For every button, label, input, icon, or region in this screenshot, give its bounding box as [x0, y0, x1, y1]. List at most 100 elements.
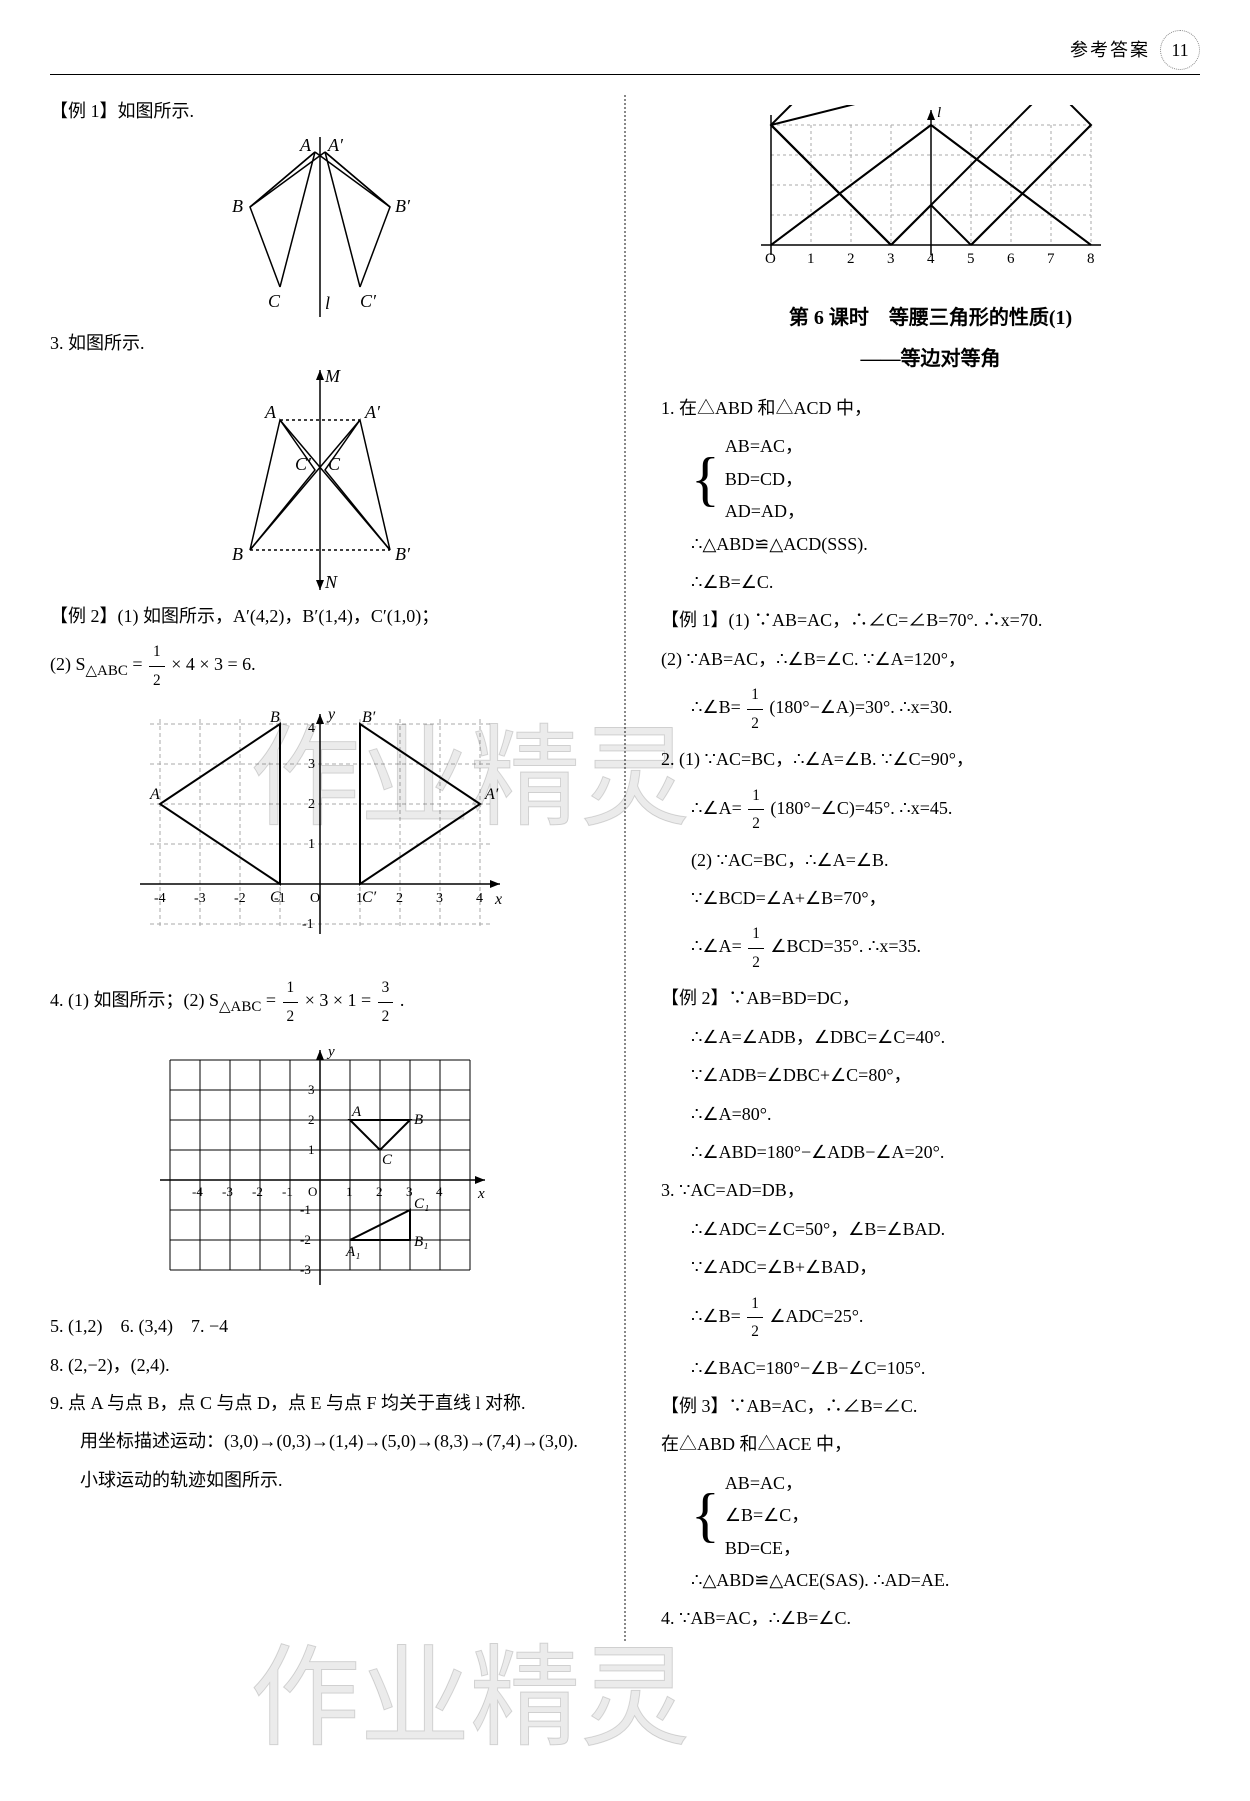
p9a: 9. 点 A 与点 B，点 C 与点 D，点 E 与点 F 均关于直线 l 对称… — [50, 1387, 589, 1419]
q1-c2: ∴∠B=∠C. — [661, 566, 1200, 598]
svg-text:C: C — [268, 291, 281, 311]
ex2-1: 【例 2】∵AB=BD=DC， — [661, 982, 1200, 1014]
svg-text:2: 2 — [847, 251, 855, 267]
q1-head: 1. 在△ABD 和△ACD 中， — [661, 392, 1200, 424]
q3-3: ∵∠ADC=∠B+∠BAD， — [661, 1251, 1200, 1283]
svg-text:-3: -3 — [222, 1184, 233, 1199]
svg-text:-3: -3 — [300, 1262, 311, 1277]
svg-text:A: A — [264, 402, 277, 422]
svg-text:-1: -1 — [302, 917, 314, 932]
q1-brace: { AB=AC， BD=CD， AD=AD， — [691, 430, 1200, 527]
p4: 4. (1) 如图所示；(2) S△ABC = 12 × 3 × 1 = 32 … — [50, 974, 589, 1030]
ex2-line1: 【例 2】(1) 如图所示，A′(4,2)，B′(1,4)，C′(1,0)； — [50, 600, 589, 632]
section-subtitle: ——等边对等角 — [661, 341, 1200, 377]
svg-text:2: 2 — [376, 1184, 383, 1199]
svg-text:C′: C′ — [360, 291, 377, 311]
svg-text:O: O — [765, 251, 776, 267]
svg-text:-4: -4 — [192, 1184, 203, 1199]
svg-text:1: 1 — [356, 891, 363, 906]
svg-text:3: 3 — [308, 1082, 315, 1097]
svg-text:B: B — [270, 709, 280, 726]
svg-text:2: 2 — [308, 797, 315, 812]
svg-text:y: y — [326, 706, 336, 723]
svg-text:7: 7 — [1047, 251, 1055, 267]
column-divider — [624, 95, 626, 1641]
svg-text:l: l — [937, 105, 941, 121]
svg-text:B: B — [414, 1112, 423, 1128]
svg-text:6: 6 — [1007, 251, 1015, 267]
ex2-3: ∵∠ADB=∠DBC+∠C=80°， — [661, 1059, 1200, 1091]
svg-text:A′: A′ — [364, 402, 381, 422]
q2-2: ∴∠A= 12 (180°−∠C)=45°. ∴x=45. — [661, 782, 1200, 838]
q2-3: (2) ∵AC=BC，∴∠A=∠B. — [661, 844, 1200, 876]
q3-1: 3. ∵AC=AD=DB， — [661, 1174, 1200, 1206]
ex1-3: ∴∠B= 12 (180°−∠A)=30°. ∴x=30. — [661, 681, 1200, 737]
ex2-4: ∴∠A=80°. — [661, 1098, 1200, 1130]
figure-4: A B C A₁ B₁ C₁ x y -4 -3 -2 -1 O 1 2 — [50, 1040, 589, 1300]
svg-text:3: 3 — [887, 251, 895, 267]
svg-text:-1: -1 — [300, 1202, 311, 1217]
left-column: 【例 1】如图所示. A A′ B — [50, 95, 589, 1641]
svg-text:C: C — [382, 1152, 393, 1168]
header-title: 参考答案 — [1070, 34, 1150, 66]
svg-text:1: 1 — [308, 1142, 315, 1157]
svg-text:-4: -4 — [154, 891, 166, 906]
svg-text:-2: -2 — [300, 1232, 311, 1247]
svg-text:l: l — [325, 293, 330, 313]
ex1-label: 【例 1】如图所示. — [50, 95, 589, 127]
q3-4: ∴∠B= 12 ∠ADC=25°. — [661, 1290, 1200, 1346]
q2-4: ∵∠BCD=∠A+∠B=70°， — [661, 882, 1200, 914]
ex3-c: ∴△ABD≌△ACE(SAS). ∴AD=AE. — [661, 1564, 1200, 1596]
page-number: 11 — [1160, 30, 1200, 70]
svg-text:1: 1 — [807, 251, 815, 267]
section-title: 第 6 课时 等腰三角形的性质(1) — [661, 300, 1200, 336]
svg-text:2: 2 — [396, 891, 403, 906]
svg-text:A: A — [351, 1104, 362, 1120]
svg-text:O: O — [310, 891, 320, 906]
svg-text:8: 8 — [1087, 251, 1095, 267]
svg-text:A₁: A₁ — [345, 1244, 360, 1260]
svg-text:-1: -1 — [274, 891, 286, 906]
figure-5: O 1 2 3 4 5 6 7 8 l — [661, 105, 1200, 285]
svg-text:3: 3 — [436, 891, 443, 906]
svg-text:B₁: B₁ — [414, 1234, 428, 1250]
svg-text:O: O — [308, 1184, 317, 1199]
q2-5: ∴∠A= 12 ∠BCD=35°. ∴x=35. — [661, 920, 1200, 976]
svg-text:B′: B′ — [362, 709, 376, 726]
svg-text:3: 3 — [308, 757, 315, 772]
right-column: O 1 2 3 4 5 6 7 8 l 第 6 课时 等腰三角形的性质(1) —… — [661, 95, 1200, 1641]
p9b: 用坐标描述运动：(3,0)→(0,3)→(1,4)→(5,0)→(8,3)→(7… — [50, 1425, 589, 1457]
ex1-2: (2) ∵AB=AC，∴∠B=∠C. ∵∠A=120°， — [661, 643, 1200, 675]
p8: 8. (2,−2)，(2,4). — [50, 1349, 589, 1381]
q2-1: 2. (1) ∵AC=BC，∴∠A=∠B. ∵∠C=90°， — [661, 743, 1200, 775]
svg-text:A: A — [299, 137, 312, 155]
figure-2: M N A A′ B B′ C′ C — [50, 370, 589, 590]
svg-text:B: B — [232, 544, 243, 564]
svg-text:M: M — [324, 370, 341, 386]
svg-text:4: 4 — [436, 1184, 443, 1199]
q4: 4. ∵AB=AC，∴∠B=∠C. — [661, 1602, 1200, 1634]
svg-text:C₁: C₁ — [414, 1196, 429, 1212]
svg-text:A′: A′ — [484, 786, 499, 803]
figure-1: A A′ B B′ C C′ l — [50, 137, 589, 317]
svg-text:C′: C′ — [295, 454, 312, 474]
svg-text:5: 5 — [967, 251, 975, 267]
svg-text:y: y — [326, 1044, 335, 1060]
svg-text:A′: A′ — [327, 137, 344, 155]
svg-text:3: 3 — [406, 1184, 413, 1199]
svg-text:1: 1 — [346, 1184, 353, 1199]
ex2-line2: (2) S△ABC = 12 × 4 × 3 = 6. — [50, 638, 589, 694]
svg-text:4: 4 — [476, 891, 483, 906]
ex3-2: 在△ABD 和△ACE 中， — [661, 1428, 1200, 1460]
figure-3: A B C A′ B′ C′ x y -4 -3 -2 -1 O 1 2 — [50, 704, 589, 964]
p3: 3. 如图所示. — [50, 327, 589, 359]
svg-text:1: 1 — [308, 837, 315, 852]
svg-text:4: 4 — [927, 251, 935, 267]
ex2-2: ∴∠A=∠ADB，∠DBC=∠C=40°. — [661, 1021, 1200, 1053]
svg-text:2: 2 — [308, 1112, 315, 1127]
ex3-brace: { AB=AC， ∠B=∠C， BD=CE， — [691, 1467, 1200, 1564]
svg-text:B: B — [232, 196, 243, 216]
q3-5: ∴∠BAC=180°−∠B−∠C=105°. — [661, 1352, 1200, 1384]
ex1-1: 【例 1】(1) ∵AB=AC，∴∠C=∠B=70°. ∴x=70. — [661, 604, 1200, 636]
svg-text:B′: B′ — [395, 196, 411, 216]
